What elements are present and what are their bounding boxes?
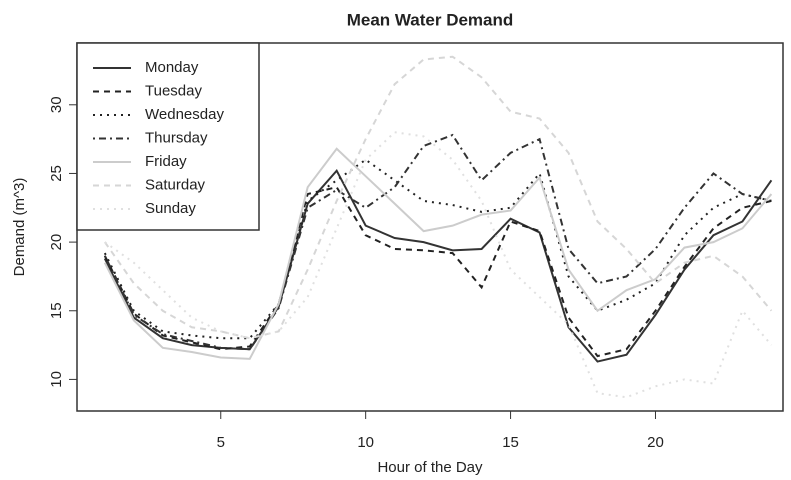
legend-label: Saturday — [145, 176, 206, 193]
y-tick-label: 25 — [48, 165, 65, 182]
chart-title: Mean Water Demand — [347, 10, 514, 29]
legend-label: Sunday — [145, 200, 196, 217]
y-axis-label: Demand (m^3) — [11, 178, 28, 277]
legend-label: Friday — [145, 153, 187, 170]
series-line — [103, 133, 772, 351]
series-line — [103, 186, 772, 358]
legend-label: Wednesday — [145, 106, 224, 123]
x-tick-label: 20 — [647, 434, 664, 451]
x-tick-label: 15 — [502, 434, 519, 451]
x-axis-label: Hour of the Day — [377, 459, 483, 476]
legend-label: Monday — [145, 59, 199, 76]
series-line — [104, 55, 773, 340]
y-tick-label: 10 — [48, 371, 65, 388]
x-tick-label: 5 — [217, 434, 225, 451]
y-tick-label: 20 — [48, 234, 65, 251]
y-tick-label: 15 — [48, 302, 65, 319]
y-tick-label: 30 — [48, 96, 65, 113]
legend-label: Tuesday — [145, 82, 202, 99]
legend-label: Thursday — [145, 129, 208, 146]
x-tick-label: 10 — [357, 434, 374, 451]
legend-box — [76, 42, 260, 231]
series-line — [103, 147, 773, 360]
